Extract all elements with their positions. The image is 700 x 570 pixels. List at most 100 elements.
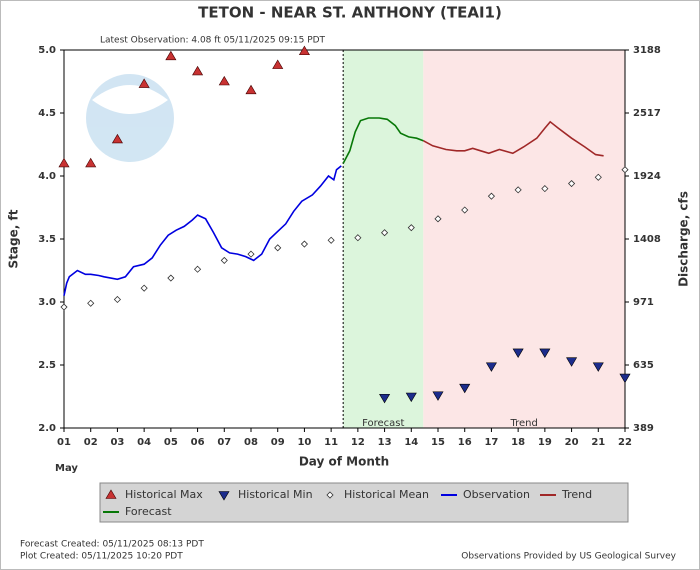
marker-max [111, 133, 123, 144]
footer-right: Observations Provided by US Geological S… [461, 552, 676, 562]
x-tick-label: 17 [484, 437, 498, 448]
legend-label: Trend [561, 488, 592, 501]
marker-min [405, 392, 417, 403]
marker-mean [541, 185, 549, 193]
marker-min [218, 491, 230, 501]
legend-label: Historical Mean [344, 488, 429, 501]
marker-max [138, 78, 150, 88]
y2-tick-label: 3188 [633, 45, 661, 56]
y-tick-label: 4.0 [38, 171, 56, 182]
marker-max [105, 489, 117, 499]
x-tick-label: 07 [217, 437, 231, 448]
marker-min [379, 393, 391, 404]
y-tick-label: 4.5 [38, 108, 56, 119]
y2-tick-label: 389 [633, 423, 654, 434]
y2-tick-label: 971 [633, 297, 654, 308]
y2-tick-label: 2517 [633, 108, 661, 119]
marker-mean [568, 179, 576, 188]
marker-min [619, 373, 631, 384]
region-label: Forecast [362, 418, 404, 429]
region-label: Trend [509, 418, 537, 429]
footer-left: Plot Created: 05/11/2025 10:20 PDT [20, 552, 183, 562]
footer-left: Forecast Created: 05/11/2025 08:13 PDT [20, 540, 204, 550]
series-line [422, 120, 604, 157]
legend-label: Historical Min [238, 488, 313, 501]
marker-max [192, 65, 204, 76]
x-tick-label: 19 [538, 437, 552, 448]
region [423, 50, 625, 428]
y-tick-label: 3.5 [38, 234, 56, 245]
x-tick-label: 11 [324, 437, 338, 448]
x-tick-label: 20 [565, 437, 579, 448]
series-line [63, 165, 342, 296]
marker-min [566, 357, 578, 367]
x-tick-label: 02 [84, 437, 98, 448]
x-tick-label: 03 [110, 437, 124, 448]
y-tick-label: 2.0 [38, 423, 56, 434]
marker-mean [514, 186, 522, 194]
x-tick-label: 13 [378, 437, 392, 448]
marker-mean [247, 250, 255, 258]
x-tick-label: 01 [57, 437, 71, 448]
legend-label: Observation [463, 488, 530, 501]
marker-mean [594, 173, 602, 181]
x-sublabel: May [55, 463, 78, 474]
legend-box [99, 482, 629, 523]
x-tick-label: 08 [244, 437, 258, 448]
y-tick-label: 5.0 [38, 45, 56, 56]
chart-title: TETON - NEAR ST. ANTHONY (TEAI1) [198, 4, 502, 22]
marker-min [432, 391, 444, 401]
marker-mean [487, 192, 495, 200]
region [343, 50, 424, 428]
x-tick-label: 18 [511, 437, 525, 448]
marker-max [218, 75, 230, 86]
x-tick-label: 09 [271, 437, 285, 448]
marker-mean [327, 236, 335, 244]
marker-mean [113, 295, 121, 304]
marker-mean [461, 206, 469, 214]
marker-mean [194, 265, 202, 273]
marker-mean [60, 303, 68, 311]
y-axis-label: Stage, ft [7, 209, 21, 268]
marker-min [592, 362, 604, 372]
x-tick-label: 12 [351, 437, 365, 448]
marker-min [459, 383, 471, 394]
marker-mean [326, 491, 334, 499]
marker-mean [274, 244, 282, 252]
series-line [342, 117, 424, 164]
y-tick-label: 3.0 [38, 297, 56, 308]
marker-mean [354, 234, 362, 242]
marker-max [298, 45, 310, 56]
marker-mean [621, 166, 629, 174]
x-tick-label: 15 [431, 437, 445, 448]
marker-mean [381, 229, 389, 237]
legend-label: Forecast [125, 505, 172, 518]
marker-max [165, 50, 177, 61]
marker-max [272, 59, 284, 69]
x-tick-label: 10 [297, 437, 311, 448]
x-tick-label: 05 [164, 437, 178, 448]
y-tick-label: 2.5 [38, 360, 56, 371]
marker-mean [434, 215, 442, 223]
x-tick-label: 04 [137, 437, 151, 448]
x-axis-label: Day of Month [299, 455, 389, 469]
marker-mean [167, 274, 175, 282]
x-tick-label: 16 [458, 437, 472, 448]
marker-min [512, 348, 524, 358]
y2-tick-label: 1408 [633, 234, 661, 245]
marker-mean [220, 256, 228, 264]
marker-mean [140, 284, 148, 292]
x-tick-label: 21 [591, 437, 605, 448]
x-tick-label: 06 [191, 437, 205, 448]
x-tick-label: 22 [618, 437, 632, 448]
marker-min [539, 348, 551, 358]
marker-max [245, 84, 257, 95]
marker-max [58, 157, 70, 168]
subtitle: Latest Observation: 4.08 ft 05/11/2025 0… [100, 36, 326, 46]
logo [86, 74, 174, 162]
marker-min [485, 362, 497, 372]
y2-tick-label: 635 [633, 360, 654, 371]
y2-axis-label: Discharge, cfs [677, 191, 691, 287]
x-tick-label: 14 [404, 437, 418, 448]
